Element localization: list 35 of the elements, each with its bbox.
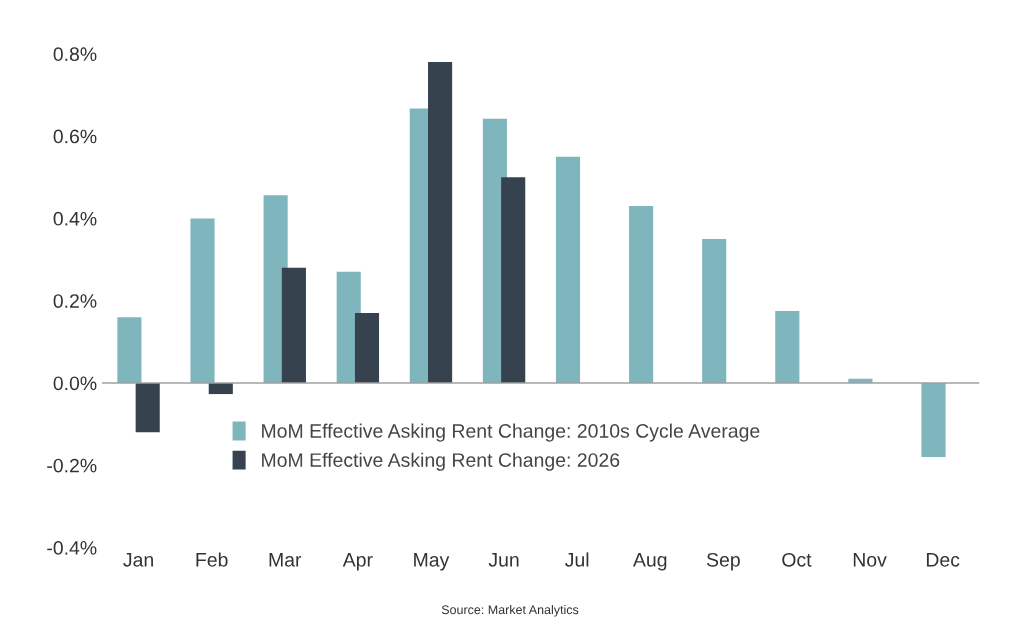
x-tick-label: Dec [926, 553, 960, 567]
x-tick-label: Apr [342, 553, 373, 571]
bar [190, 218, 215, 383]
bar [921, 382, 946, 458]
y-tick-label: 0.8% [53, 47, 97, 62]
bar [501, 177, 526, 383]
y-tick-label: 0.4% [53, 211, 97, 226]
x-tick-label: Feb [196, 552, 228, 567]
x-tick-label: Jan [123, 553, 153, 567]
bar [208, 382, 233, 395]
bar [117, 317, 142, 383]
x-tick-label: Jul [565, 552, 589, 567]
y-tick-label: 0.0% [53, 376, 97, 391]
x-tick-label: Oct [782, 552, 812, 567]
bar [629, 206, 654, 383]
legend-label: MoM Effective Asking Rent Change: 2010s Cycle Average [262, 423, 760, 442]
source-note: Source: Market Analytics [441, 604, 579, 617]
bar [775, 310, 800, 383]
x-tick-label: Jun [488, 553, 519, 567]
x-tick-label: Aug [632, 553, 667, 571]
bar [281, 267, 306, 383]
bar [428, 62, 453, 383]
y-tick-label: 0.6% [53, 129, 97, 144]
bar [354, 313, 380, 383]
x-tick-label: May [414, 553, 450, 571]
bar [702, 238, 727, 383]
y-tick-label: -0.4% [47, 541, 97, 555]
bar [555, 156, 581, 383]
legend-label: MoM Effective Asking Rent Change: 2026 [262, 452, 620, 471]
y-tick-label: 0.2% [53, 294, 97, 308]
bar [135, 382, 160, 433]
y-tick-label: -0.2% [47, 458, 97, 473]
x-tick-label: Nov [853, 553, 887, 567]
x-tick-label: Sep [706, 552, 740, 571]
x-tick-label: Mar [269, 553, 302, 567]
